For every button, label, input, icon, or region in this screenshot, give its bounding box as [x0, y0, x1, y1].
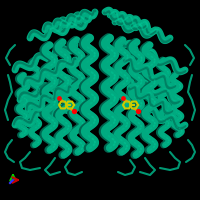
Point [121, 96, 125, 100]
Point [72, 109, 76, 113]
Point [136, 109, 140, 113]
Point [57, 96, 61, 100]
